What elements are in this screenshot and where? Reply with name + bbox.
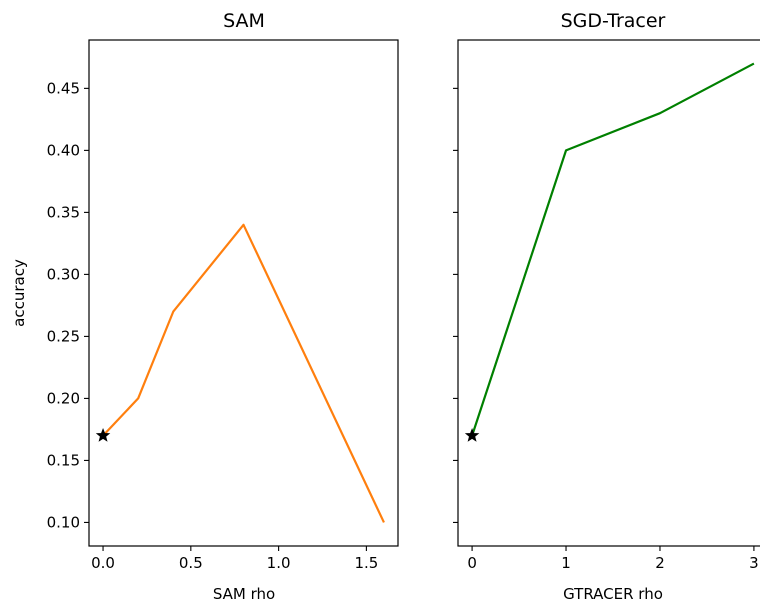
x-tick-label: 1: [561, 554, 571, 572]
y-tick-label: 0.40: [47, 141, 80, 159]
plot-frame: [88, 39, 399, 547]
star-marker: [95, 428, 111, 442]
chart-title: SAM: [223, 10, 265, 32]
y-tick-label: 0.10: [47, 513, 80, 531]
y-tick-label: 0.20: [47, 389, 80, 407]
plot-frame: [457, 39, 760, 547]
x-tick-label: 0: [467, 554, 477, 572]
x-tick-label: 0.5: [179, 554, 203, 572]
y-axis-label: accuracy: [10, 259, 28, 327]
x-tick-label: 0.0: [91, 554, 115, 572]
x-tick-label: 3: [749, 554, 759, 572]
x-axis-label: SAM rho: [213, 585, 275, 600]
star-marker: [464, 428, 480, 442]
x-tick-label: 1.0: [267, 554, 291, 572]
chart-title: SGD-Tracer: [561, 10, 666, 32]
series-line: [471, 62, 755, 436]
series-line: [102, 223, 385, 523]
panel-sam: SAM SAM rho accuracy 0.0 0.5 1.0 1.5 0.10 0.1…: [10, 10, 399, 600]
panel-sgd-tracer: SGD-Tracer GTRACER rho 0 1 2 3: [453, 10, 760, 600]
x-axis-label: GTRACER rho: [563, 585, 663, 600]
y-tick-label: 0.30: [47, 265, 80, 283]
y-tick-label: 0.35: [47, 203, 80, 221]
y-tick-label: 0.45: [47, 79, 80, 97]
x-tick-label: 2: [655, 554, 665, 572]
y-tick-label: 0.15: [47, 451, 80, 469]
y-tick-label: 0.25: [47, 327, 80, 345]
x-tick-label: 1.5: [354, 554, 378, 572]
